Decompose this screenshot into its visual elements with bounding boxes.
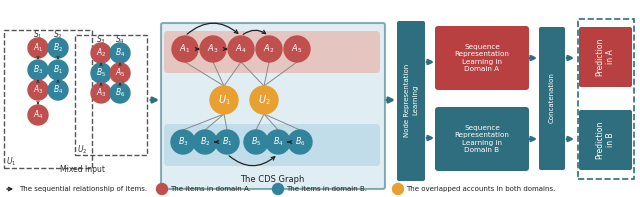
Text: $A_3$: $A_3$	[207, 43, 219, 55]
Bar	[75, 35, 147, 155]
Circle shape	[48, 60, 68, 80]
Circle shape	[288, 130, 312, 154]
Circle shape	[284, 36, 310, 62]
Circle shape	[110, 63, 130, 83]
Text: $B_6$: $B_6$	[294, 136, 305, 148]
Text: Sequence
Representation
Learning in
Domain B: Sequence Representation Learning in Doma…	[454, 125, 509, 153]
Circle shape	[244, 130, 268, 154]
Text: Sequence
Representation
Learning in
Domain A: Sequence Representation Learning in Doma…	[454, 44, 509, 72]
Text: The sequential relationship of items.: The sequential relationship of items.	[19, 186, 147, 192]
Circle shape	[210, 86, 238, 114]
FancyBboxPatch shape	[164, 31, 380, 73]
Circle shape	[28, 60, 48, 80]
Circle shape	[110, 83, 130, 103]
Circle shape	[48, 80, 68, 100]
Text: $B_3$: $B_3$	[178, 136, 188, 148]
Circle shape	[157, 183, 168, 194]
Text: Mixed Input: Mixed Input	[60, 165, 104, 174]
FancyBboxPatch shape	[579, 110, 632, 170]
Text: $B_3$: $B_3$	[33, 64, 43, 76]
Circle shape	[172, 36, 198, 62]
Text: $B_4$: $B_4$	[53, 84, 63, 96]
Text: $B_2$: $B_2$	[53, 42, 63, 54]
Text: $B_5$: $B_5$	[96, 67, 106, 79]
Text: $U_2$: $U_2$	[258, 93, 270, 107]
Circle shape	[91, 43, 111, 63]
Text: $A_1$: $A_1$	[179, 43, 191, 55]
Text: The items in domain B.: The items in domain B.	[286, 186, 367, 192]
FancyBboxPatch shape	[161, 23, 385, 189]
FancyBboxPatch shape	[435, 26, 529, 90]
FancyBboxPatch shape	[435, 107, 529, 171]
FancyBboxPatch shape	[539, 27, 565, 170]
Circle shape	[273, 183, 284, 194]
Bar	[578, 19, 634, 179]
Circle shape	[91, 83, 111, 103]
Text: $S_4$: $S_4$	[115, 33, 125, 46]
Text: $A_4$: $A_4$	[235, 43, 247, 55]
Text: $B_1$: $B_1$	[53, 64, 63, 76]
Text: Prediction
in A: Prediction in A	[595, 38, 614, 76]
Circle shape	[392, 183, 403, 194]
Bar	[4, 30, 92, 168]
Text: $B_6$: $B_6$	[115, 87, 125, 99]
Circle shape	[228, 36, 254, 62]
Text: $A_5$: $A_5$	[115, 67, 125, 79]
Circle shape	[193, 130, 217, 154]
Text: $B_1$: $B_1$	[221, 136, 232, 148]
FancyBboxPatch shape	[579, 27, 632, 87]
Circle shape	[110, 43, 130, 63]
Text: The items in domain A.: The items in domain A.	[170, 186, 251, 192]
Circle shape	[91, 63, 111, 83]
Text: $S_2$: $S_2$	[53, 28, 63, 41]
FancyBboxPatch shape	[164, 124, 380, 166]
Text: $A_3$: $A_3$	[33, 84, 44, 96]
Circle shape	[250, 86, 278, 114]
Text: $S_3$: $S_3$	[96, 33, 106, 46]
Text: $A_2$: $A_2$	[263, 43, 275, 55]
Circle shape	[48, 38, 68, 58]
Text: $B_5$: $B_5$	[251, 136, 261, 148]
Text: Concatenation: Concatenation	[549, 72, 555, 124]
Text: $A_4$: $A_4$	[33, 109, 44, 121]
Text: $U_2$: $U_2$	[77, 143, 88, 155]
Text: Node Representation
Learning: Node Representation Learning	[404, 63, 418, 137]
Circle shape	[215, 130, 239, 154]
Text: $B_4$: $B_4$	[115, 47, 125, 59]
Text: $B_4$: $B_4$	[273, 136, 284, 148]
Circle shape	[266, 130, 290, 154]
Text: $A_3$: $A_3$	[96, 87, 106, 99]
Text: $A_1$: $A_1$	[33, 42, 44, 54]
Text: $S_1$: $S_1$	[33, 28, 43, 41]
Circle shape	[28, 105, 48, 125]
Text: $B_2$: $B_2$	[200, 136, 211, 148]
Text: Prediction
in B: Prediction in B	[595, 121, 614, 159]
Circle shape	[171, 130, 195, 154]
Circle shape	[28, 38, 48, 58]
Text: The overlapped accounts in both domains.: The overlapped accounts in both domains.	[406, 186, 556, 192]
Text: $U_1$: $U_1$	[6, 156, 17, 168]
FancyBboxPatch shape	[397, 21, 425, 181]
Circle shape	[28, 80, 48, 100]
Text: $U_1$: $U_1$	[218, 93, 230, 107]
Circle shape	[200, 36, 226, 62]
Text: $A_5$: $A_5$	[291, 43, 303, 55]
Text: $A_2$: $A_2$	[96, 47, 106, 59]
Text: The CDS Graph: The CDS Graph	[240, 175, 304, 184]
Circle shape	[256, 36, 282, 62]
